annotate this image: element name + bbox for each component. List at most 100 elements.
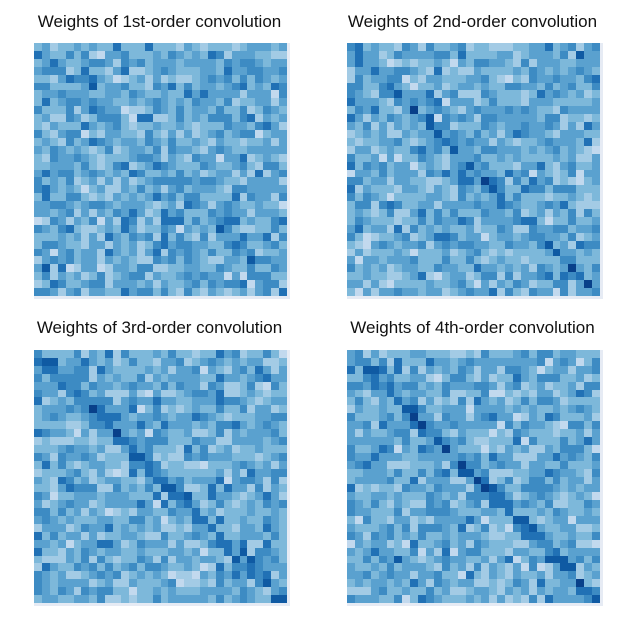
heatmap-cell (152, 436, 161, 445)
heatmap-cell (386, 137, 395, 146)
heatmap-cell (215, 389, 224, 398)
heatmap-cell (370, 169, 379, 178)
heatmap-cell (560, 216, 569, 225)
heatmap-cell (271, 421, 280, 430)
heatmap-cell (207, 169, 216, 178)
heatmap-cell (160, 224, 169, 233)
heatmap-cell (120, 373, 129, 382)
heatmap-cell (473, 248, 482, 257)
heatmap-cell (120, 193, 129, 202)
heatmap-cell (426, 153, 434, 162)
heatmap-cell (552, 232, 561, 241)
heatmap-cell (362, 193, 371, 202)
heatmap-cell (394, 169, 403, 178)
heatmap-cell (144, 122, 153, 130)
heatmap-cell (426, 106, 434, 115)
heatmap-cell (73, 381, 82, 390)
heatmap-cell (65, 373, 74, 382)
heatmap-cell (418, 579, 427, 588)
heatmap-cell (536, 523, 545, 532)
heatmap-cell (34, 193, 42, 202)
heatmap-frame (34, 350, 290, 606)
heatmap-cell (176, 579, 185, 588)
heatmap-cell (105, 240, 114, 249)
heatmap-cell (489, 264, 498, 273)
heatmap-cell (441, 476, 450, 485)
heatmap-cell (497, 177, 506, 186)
heatmap-cell (394, 216, 403, 225)
heatmap-cell (584, 82, 593, 91)
heatmap-cell (449, 280, 458, 289)
heatmap-cell (362, 209, 371, 217)
heatmap-cell (560, 571, 569, 580)
heatmap-cell (433, 161, 442, 170)
heatmap-cell (520, 452, 529, 461)
heatmap-cell (49, 280, 58, 289)
heatmap-cell (513, 74, 521, 83)
heatmap-cell (481, 98, 490, 107)
heatmap-cell (441, 357, 450, 366)
heatmap-cell (105, 452, 114, 461)
heatmap-cell (410, 523, 419, 532)
heatmap-cell (144, 280, 153, 289)
heatmap-cell (394, 365, 403, 374)
heatmap-cell (49, 531, 58, 540)
heatmap-cell (410, 129, 419, 138)
heatmap-cell (231, 555, 240, 564)
heatmap-cell (513, 468, 521, 477)
heatmap-cell (128, 114, 137, 123)
heatmap-cell (457, 177, 466, 186)
heatmap-cell (152, 373, 161, 382)
heatmap-cell (192, 531, 201, 540)
heatmap-cell (418, 122, 427, 130)
heatmap-cell (136, 444, 145, 453)
heatmap-cell (402, 365, 411, 374)
heatmap-cell (97, 350, 106, 358)
heatmap-cell (386, 232, 395, 241)
heatmap-cell (544, 114, 553, 123)
heatmap-cell (552, 357, 561, 366)
heatmap-cell (192, 177, 201, 186)
heatmap-cell (81, 74, 90, 83)
heatmap-cell (441, 421, 450, 430)
heatmap-cell (378, 240, 387, 249)
heatmap-cell (223, 508, 232, 517)
heatmap-cell (113, 476, 121, 485)
heatmap-cell (105, 531, 114, 540)
heatmap-cell (271, 74, 280, 83)
heatmap-cell (568, 595, 577, 603)
heatmap-cell (120, 90, 129, 99)
heatmap-cell (192, 373, 201, 382)
heatmap-cell (418, 264, 427, 273)
heatmap-cell (354, 571, 363, 580)
heatmap-cell (34, 82, 42, 91)
heatmap-cell (370, 500, 379, 509)
heatmap-cell (207, 571, 216, 580)
heatmap-cell (552, 224, 561, 233)
heatmap-cell (105, 587, 114, 596)
heatmap-cell (560, 563, 569, 572)
heatmap-cell (152, 500, 161, 509)
heatmap-cell (441, 106, 450, 115)
heatmap-cell (386, 66, 395, 75)
heatmap-cell (473, 516, 482, 524)
heatmap-cell (263, 106, 272, 115)
heatmap-cell (528, 122, 537, 130)
heatmap-cell (231, 500, 240, 509)
heatmap-cell (34, 43, 42, 51)
heatmap-cell (513, 452, 521, 461)
heatmap-cell (568, 256, 577, 265)
heatmap-cell (152, 209, 161, 217)
heatmap-cell (362, 264, 371, 273)
heatmap-cell (105, 539, 114, 548)
heatmap-cell (113, 484, 121, 493)
heatmap-cell (152, 256, 161, 265)
heatmap-cell (136, 389, 145, 398)
heatmap-cell (481, 357, 490, 366)
heatmap-cell (560, 508, 569, 517)
heatmap-cell (441, 452, 450, 461)
heatmap-cell (410, 185, 419, 194)
heatmap-cell (279, 397, 287, 406)
heatmap-cell (57, 256, 66, 265)
heatmap-cell (505, 405, 514, 414)
